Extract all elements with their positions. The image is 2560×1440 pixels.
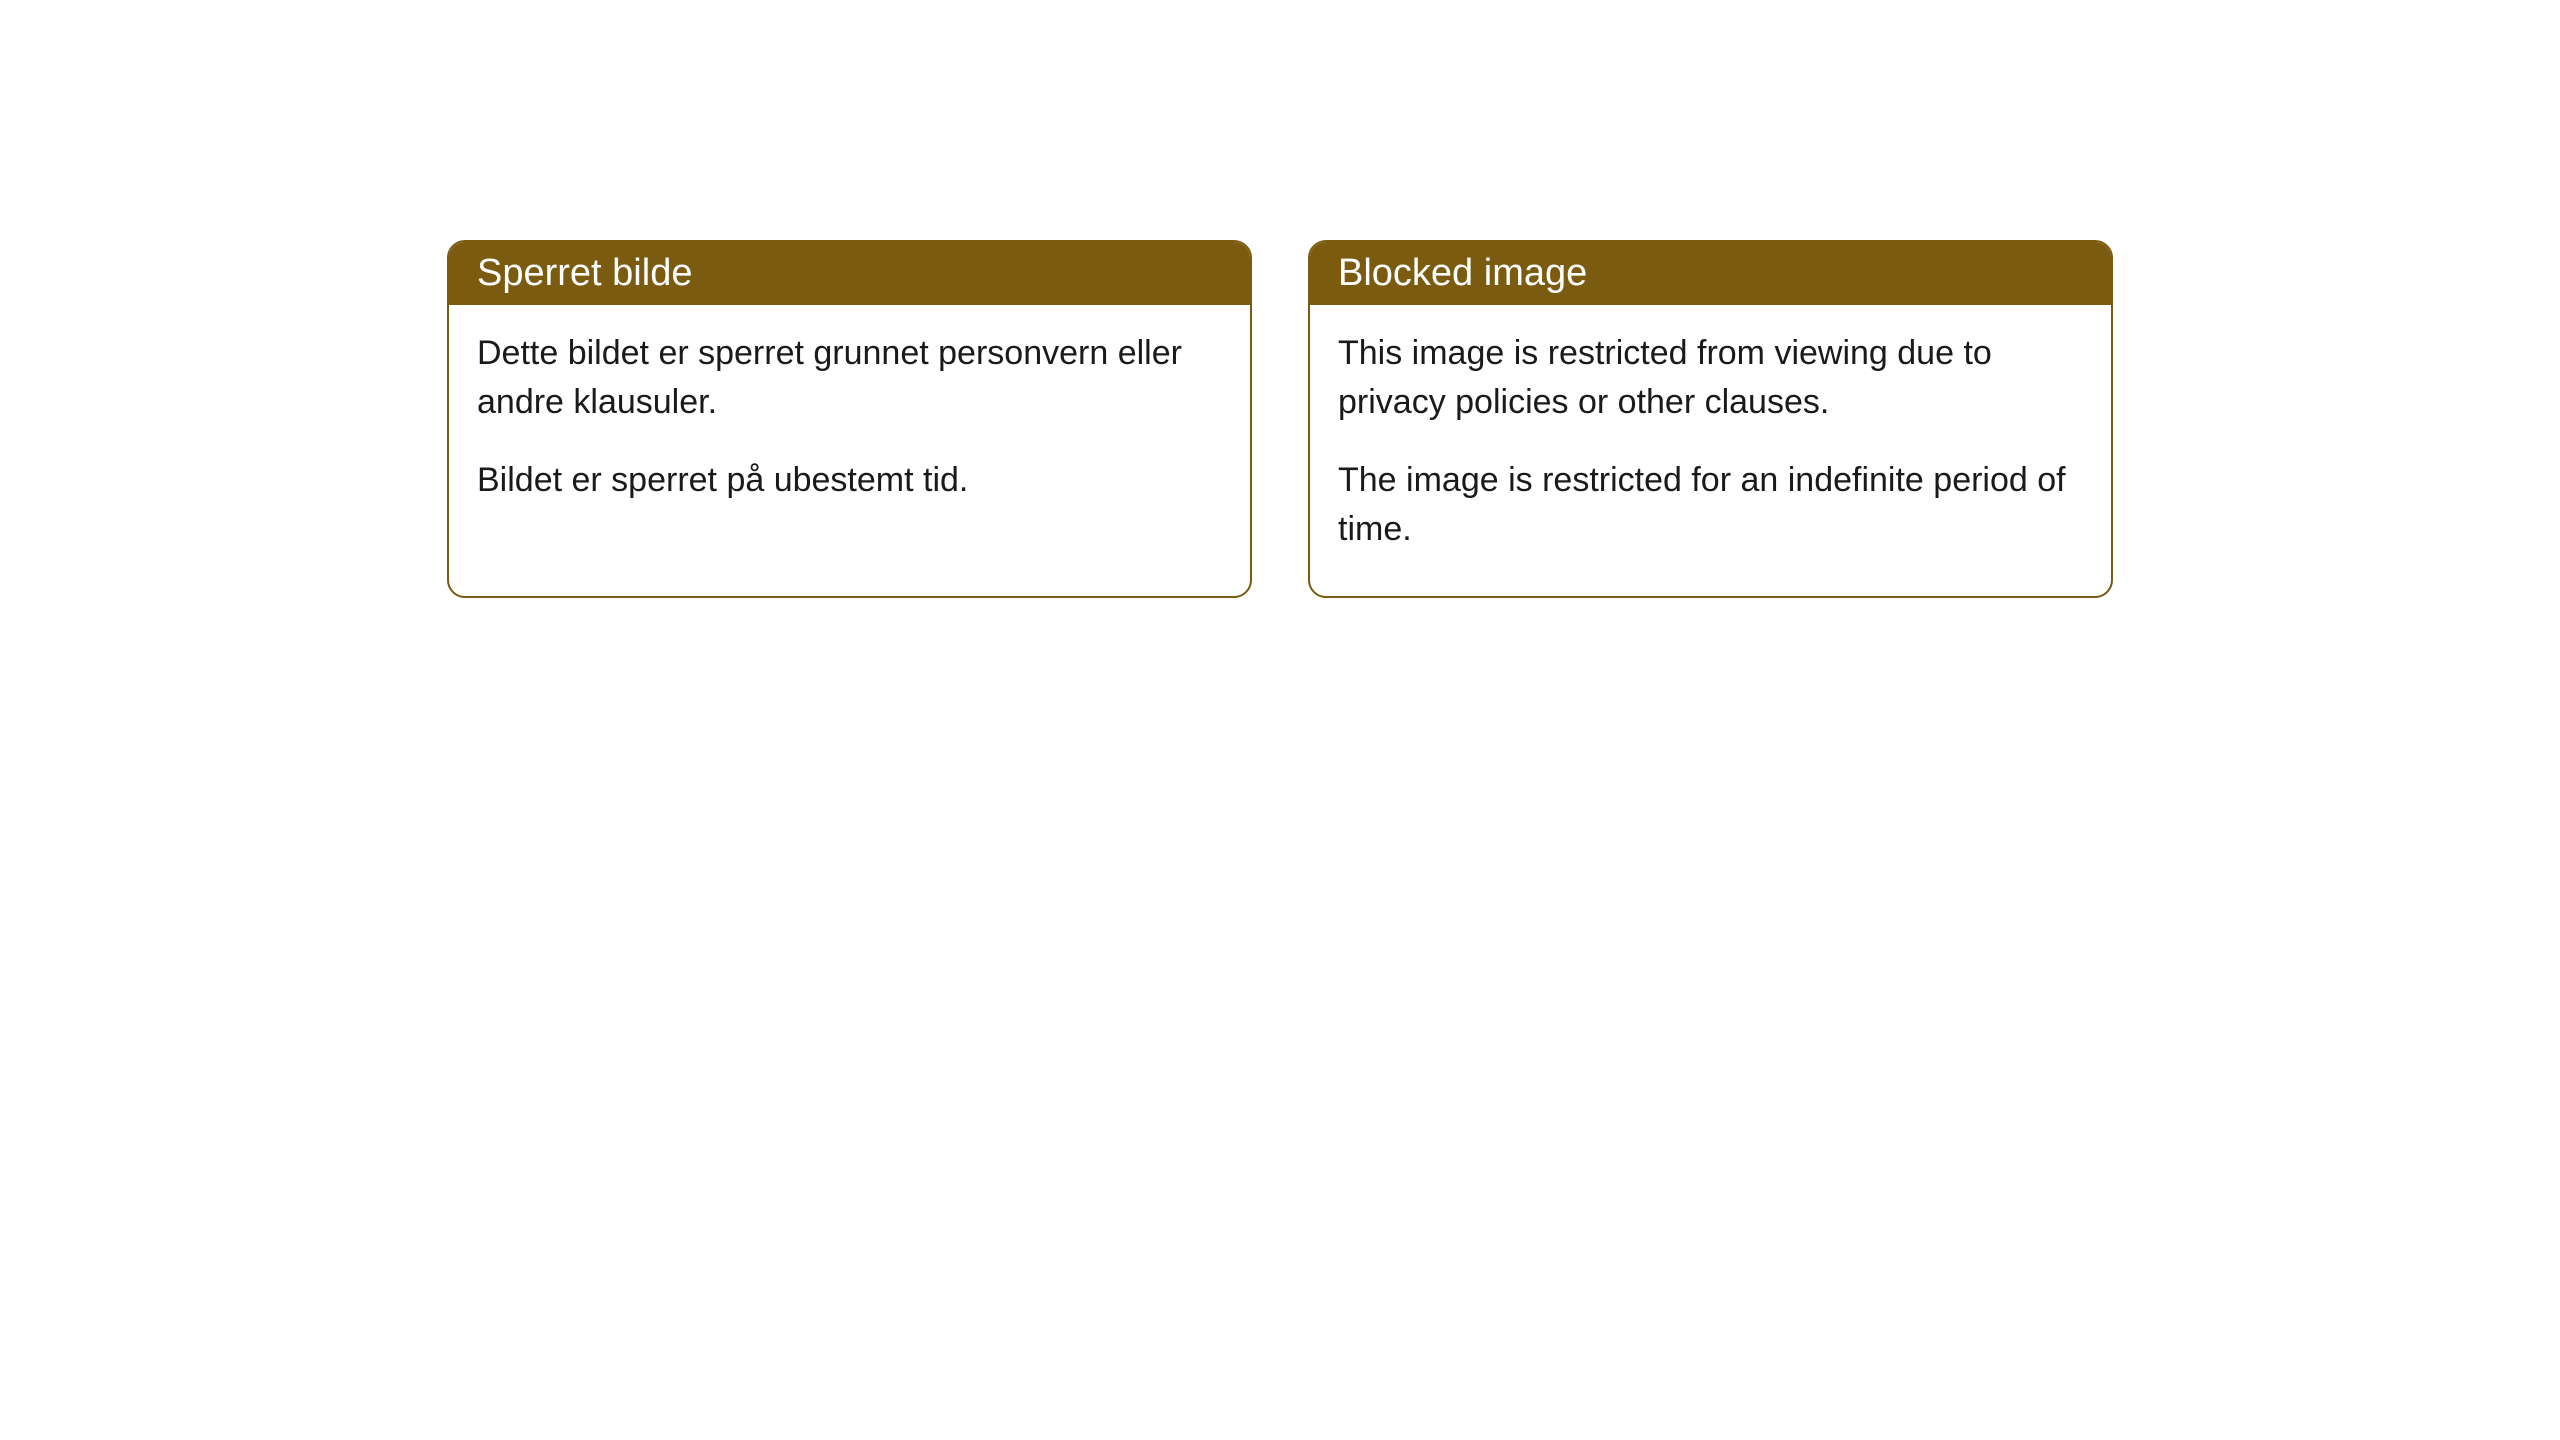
card-body-english: This image is restricted from viewing du… bbox=[1310, 305, 2111, 596]
card-header-norwegian: Sperret bilde bbox=[449, 242, 1250, 305]
blocked-image-card-norwegian: Sperret bilde Dette bildet er sperret gr… bbox=[447, 240, 1252, 598]
card-paragraph-1-norwegian: Dette bildet er sperret grunnet personve… bbox=[477, 329, 1222, 428]
notice-cards-container: Sperret bilde Dette bildet er sperret gr… bbox=[447, 240, 2113, 598]
blocked-image-card-english: Blocked image This image is restricted f… bbox=[1308, 240, 2113, 598]
card-title-norwegian: Sperret bilde bbox=[477, 252, 692, 294]
card-paragraph-2-norwegian: Bildet er sperret på ubestemt tid. bbox=[477, 456, 1222, 505]
card-paragraph-1-english: This image is restricted from viewing du… bbox=[1338, 329, 2083, 428]
card-header-english: Blocked image bbox=[1310, 242, 2111, 305]
card-paragraph-2-english: The image is restricted for an indefinit… bbox=[1338, 456, 2083, 555]
card-title-english: Blocked image bbox=[1338, 252, 1587, 294]
card-body-norwegian: Dette bildet er sperret grunnet personve… bbox=[449, 305, 1250, 547]
